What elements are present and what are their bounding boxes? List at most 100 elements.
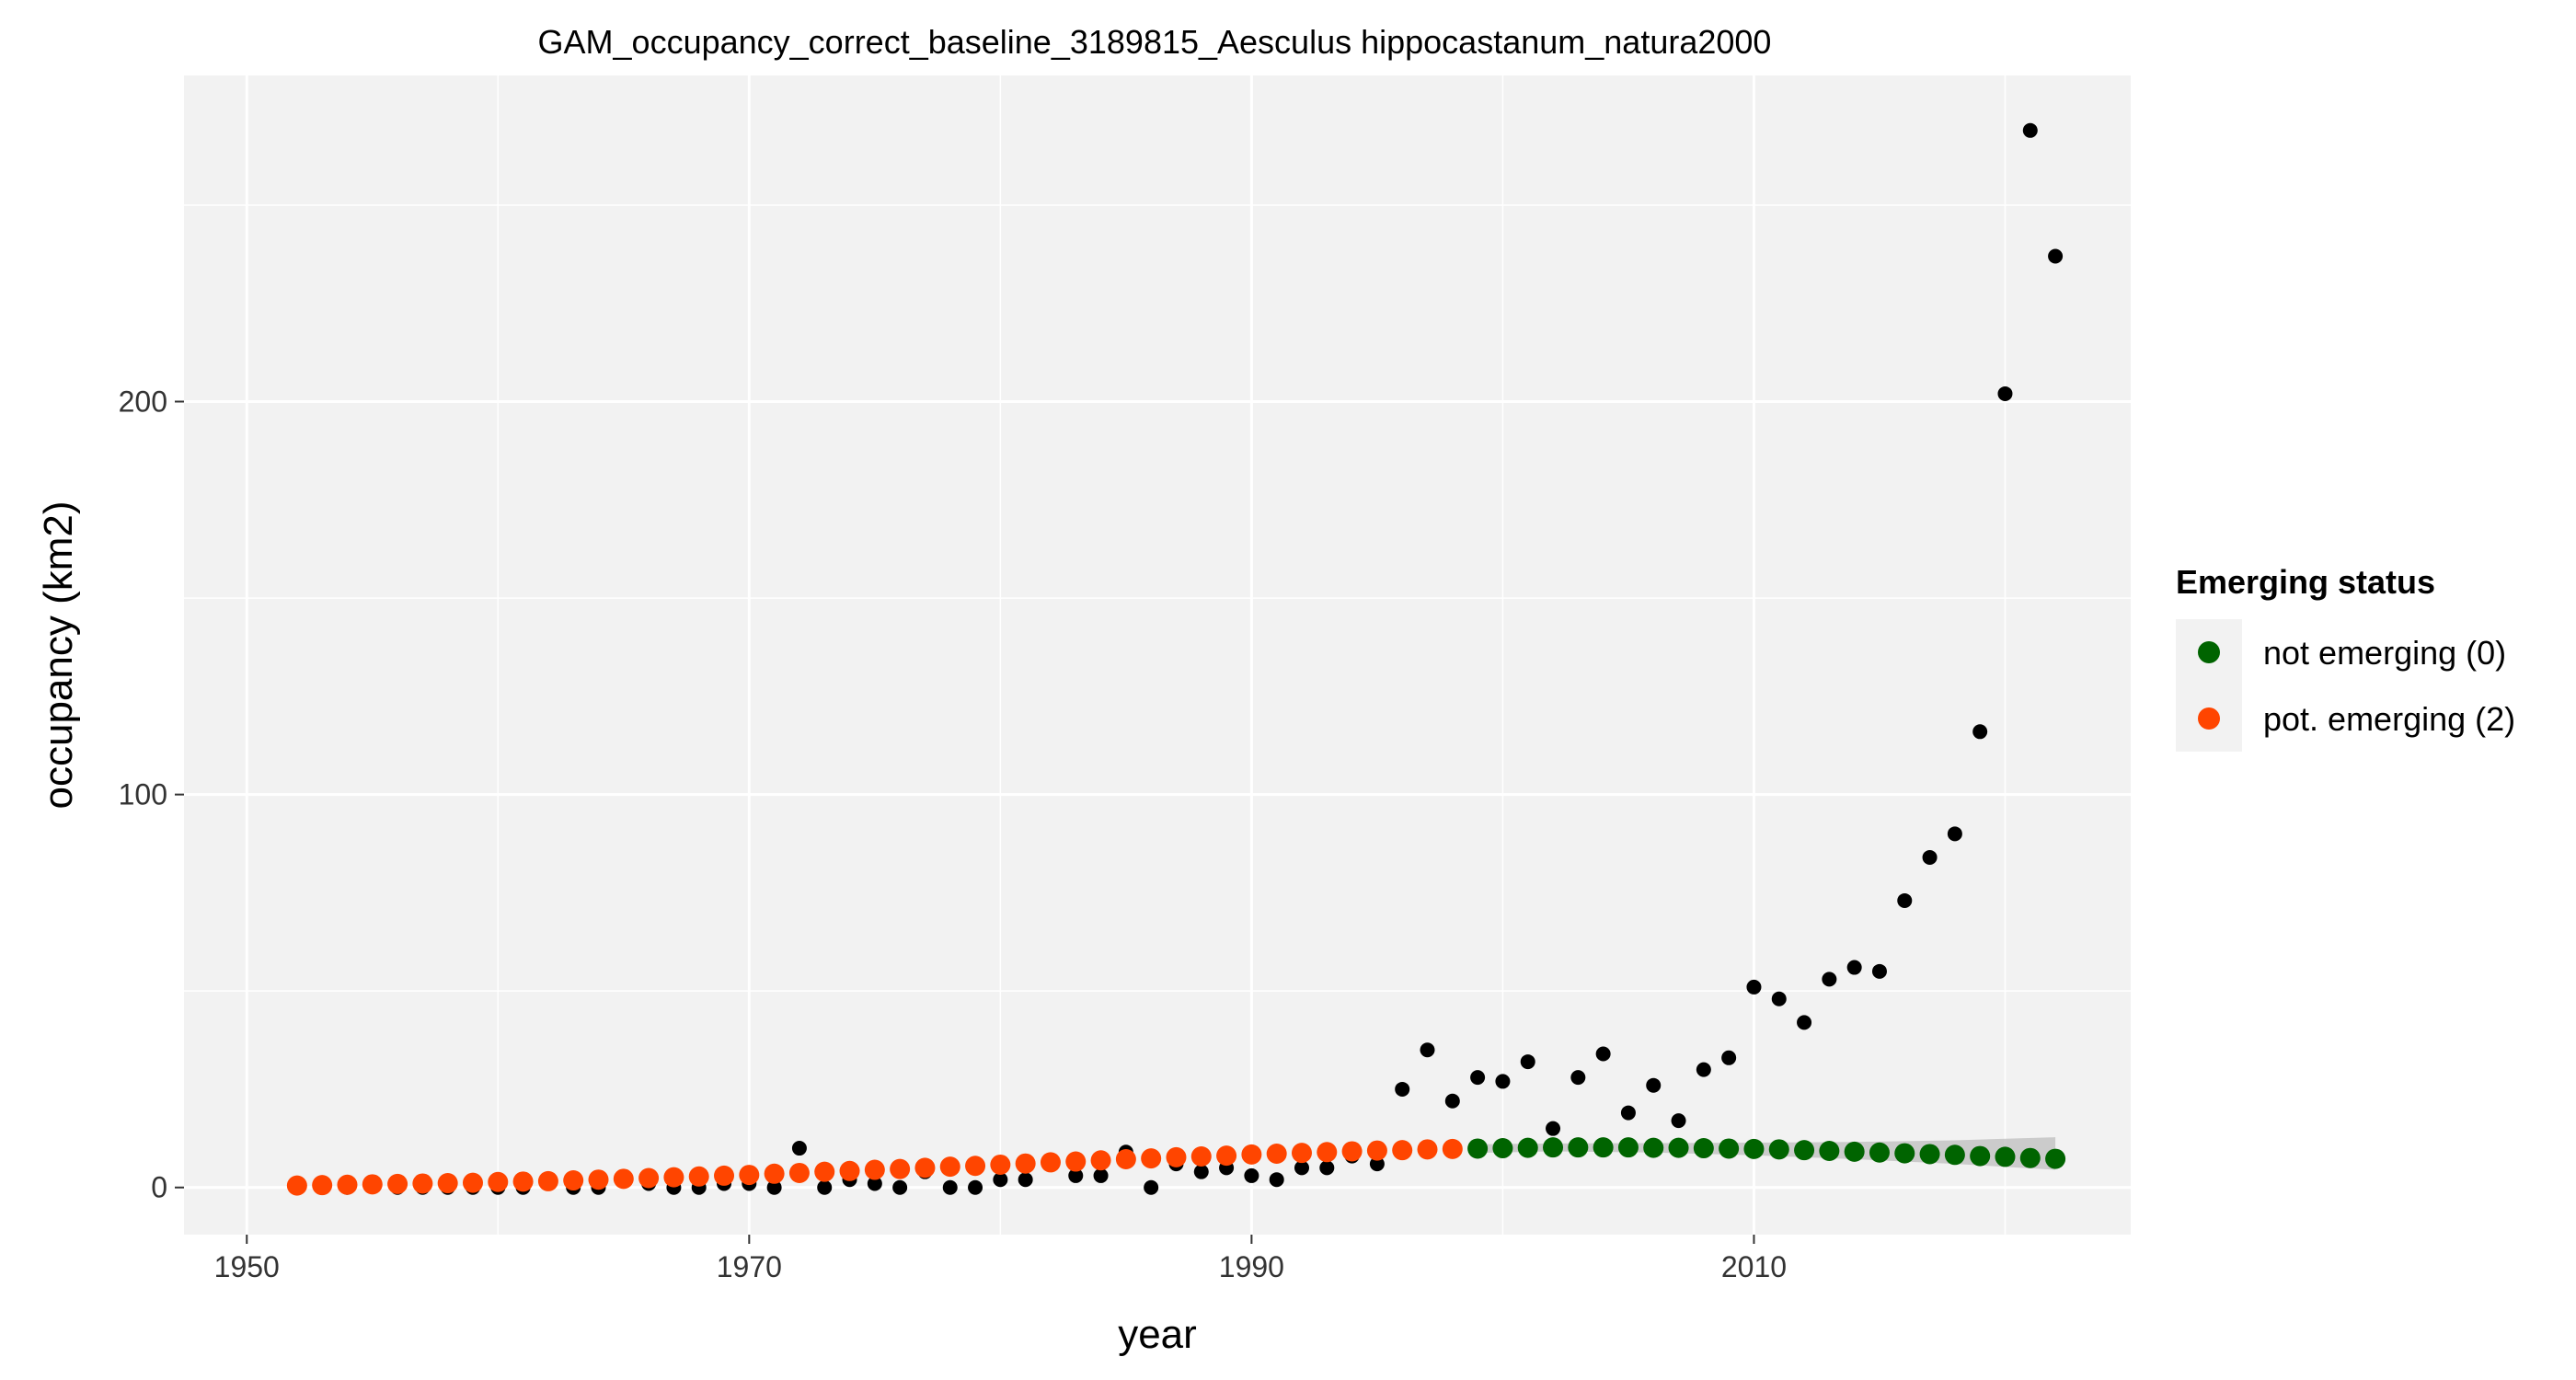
observed-point — [1546, 1121, 1561, 1136]
fitted-point-not-emerging — [1668, 1137, 1689, 1158]
fitted-point-pot-emerging — [714, 1165, 735, 1186]
fitted-point-not-emerging — [1719, 1138, 1740, 1159]
fitted-point-not-emerging — [1794, 1140, 1815, 1161]
y-tick-label: 0 — [151, 1171, 167, 1204]
fitted-point-pot-emerging — [1065, 1151, 1087, 1172]
observed-point — [1269, 1172, 1284, 1188]
fitted-point-pot-emerging — [1392, 1140, 1413, 1161]
observed-point — [1771, 991, 1787, 1006]
fitted-point-not-emerging — [1919, 1144, 1940, 1165]
fitted-point-pot-emerging — [362, 1174, 383, 1195]
fitted-point-not-emerging — [1492, 1138, 1513, 1159]
fitted-point-not-emerging — [1568, 1137, 1589, 1158]
legend-label-not-emerging: not emerging (0) — [2263, 634, 2506, 672]
observed-point — [1570, 1070, 1586, 1086]
observed-point — [993, 1172, 1008, 1188]
fitted-point-pot-emerging — [488, 1171, 509, 1192]
legend-key-background — [2176, 619, 2242, 752]
fitted-point-pot-emerging — [839, 1160, 860, 1181]
fitted-point-pot-emerging — [286, 1175, 307, 1196]
fitted-point-pot-emerging — [387, 1173, 408, 1194]
legend-label-pot-emerging: pot. emerging (2) — [2263, 700, 2515, 738]
plot-panel — [184, 75, 2131, 1235]
observed-point — [1495, 1074, 1511, 1089]
observed-point — [1997, 385, 2013, 401]
fitted-point-not-emerging — [1693, 1138, 1714, 1159]
fitted-point-pot-emerging — [1141, 1148, 1162, 1169]
observed-point — [1294, 1160, 1309, 1176]
fitted-point-not-emerging — [2045, 1148, 2066, 1169]
fitted-point-pot-emerging — [1216, 1145, 1237, 1167]
legend-key-pot-emerging — [2198, 707, 2220, 730]
fitted-point-pot-emerging — [914, 1157, 936, 1179]
legend-key-not-emerging — [2198, 641, 2220, 663]
y-axis-title: occupancy (km2) — [36, 500, 81, 809]
fitted-point-pot-emerging — [739, 1165, 760, 1186]
fitted-point-not-emerging — [1543, 1137, 1564, 1158]
observed-point — [1595, 1046, 1611, 1062]
fitted-point-pot-emerging — [613, 1168, 634, 1190]
observed-point — [942, 1179, 958, 1195]
fitted-point-pot-emerging — [1317, 1142, 1338, 1163]
y-axis: 0 100 200 — [119, 385, 184, 1204]
fitted-point-pot-emerging — [1166, 1146, 1187, 1167]
x-tick-label: 1950 — [214, 1250, 280, 1283]
observed-point — [1846, 960, 1862, 975]
observed-point — [1193, 1164, 1209, 1179]
fitted-point-pot-emerging — [965, 1156, 986, 1177]
observed-point — [1871, 963, 1887, 979]
y-tick-label: 100 — [119, 778, 167, 811]
observed-point — [1319, 1160, 1335, 1176]
fitted-point-pot-emerging — [563, 1170, 584, 1191]
fitted-point-pot-emerging — [437, 1173, 458, 1194]
observed-point — [1244, 1167, 1259, 1183]
observed-point — [1018, 1172, 1033, 1188]
fitted-point-pot-emerging — [537, 1170, 558, 1191]
fitted-point-not-emerging — [1643, 1137, 1664, 1158]
observed-point — [1093, 1167, 1109, 1183]
observed-point — [1972, 724, 1988, 740]
x-tick-label: 1970 — [717, 1250, 782, 1283]
observed-point — [1897, 892, 1913, 908]
grid-major — [184, 75, 2131, 1235]
fitted-point-not-emerging — [1768, 1139, 1789, 1160]
grid-minor — [184, 75, 2131, 1235]
observed-point — [867, 1176, 882, 1191]
observed-point — [1746, 979, 1762, 995]
fitted-point-not-emerging — [1617, 1137, 1639, 1158]
fitted-point-pot-emerging — [864, 1159, 885, 1180]
fitted-point-pot-emerging — [1241, 1144, 1262, 1165]
observed-point — [1822, 972, 1837, 987]
fitted-point-not-emerging — [1467, 1138, 1489, 1159]
x-axis: 1950 1970 1990 2010 — [214, 1235, 1787, 1283]
observed-point — [1721, 1050, 1737, 1065]
fitted-point-not-emerging — [1517, 1137, 1538, 1158]
fitted-point-pot-emerging — [337, 1174, 358, 1195]
observed-point — [1395, 1081, 1410, 1097]
fitted-point-pot-emerging — [312, 1175, 333, 1196]
observed-point — [1671, 1113, 1686, 1129]
fitted-point-pot-emerging — [1442, 1138, 1463, 1159]
fitted-point-not-emerging — [1743, 1138, 1765, 1159]
observed-point — [791, 1141, 807, 1156]
fitted-point-not-emerging — [1894, 1143, 1915, 1164]
chart-title: GAM_occupancy_correct_baseline_3189815_A… — [538, 23, 1772, 61]
fitted-point-pot-emerging — [1090, 1150, 1111, 1171]
fitted-point-pot-emerging — [890, 1158, 911, 1179]
fitted-point-pot-emerging — [638, 1167, 660, 1189]
observed-point — [968, 1179, 983, 1195]
fitted-point-pot-emerging — [412, 1173, 433, 1194]
observed-point — [1369, 1156, 1385, 1172]
observed-point — [2022, 122, 2038, 138]
fitted-point-pot-emerging — [990, 1154, 1011, 1175]
x-axis-title: year — [1118, 1312, 1197, 1357]
fitted-point-pot-emerging — [1190, 1146, 1212, 1167]
fitted-point-pot-emerging — [1040, 1152, 1061, 1173]
fitted-point-not-emerging — [1869, 1142, 1890, 1163]
observed-point — [2048, 248, 2064, 264]
fitted-point-pot-emerging — [663, 1167, 684, 1188]
fitted-point-pot-emerging — [1115, 1148, 1136, 1169]
fitted-point-pot-emerging — [788, 1162, 810, 1183]
fitted-points — [286, 1137, 2066, 1196]
fitted-point-pot-emerging — [588, 1169, 609, 1190]
